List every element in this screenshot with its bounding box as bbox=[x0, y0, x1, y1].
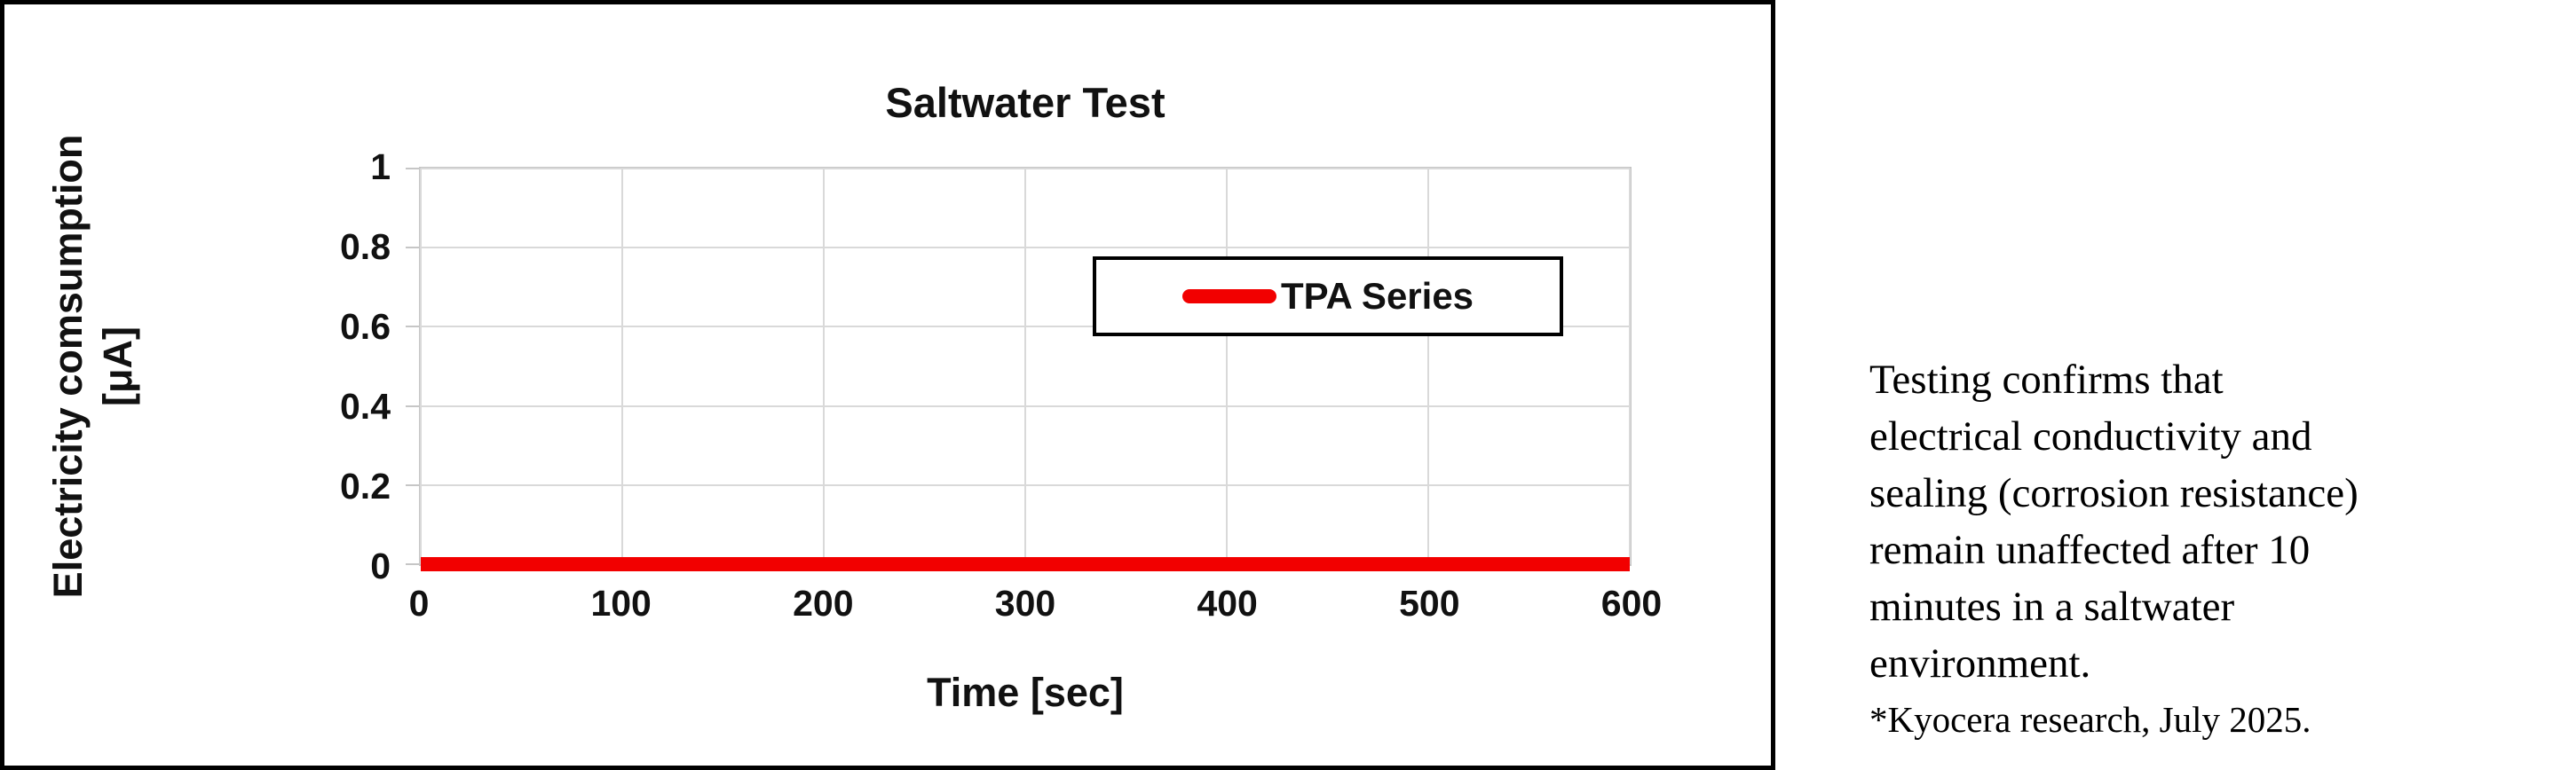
y-tick-label: 0.2 bbox=[340, 466, 391, 507]
y-axis-tick-labels: 0 0.2 0.4 0.6 0.8 1 bbox=[235, 148, 404, 585]
legend-label: TPA Series bbox=[1280, 275, 1474, 317]
gridline-vertical bbox=[1225, 169, 1228, 564]
chart-container: Saltwater Test Electricity comsumption [… bbox=[0, 0, 1775, 770]
note-text-block: Testing confirms that electrical conducti… bbox=[1869, 351, 2576, 743]
x-tick-label: 200 bbox=[793, 583, 854, 624]
note-line: electrical conductivity and bbox=[1869, 413, 2312, 460]
gridline-vertical bbox=[1629, 169, 1631, 564]
y-tick-label: 0.8 bbox=[340, 226, 391, 267]
y-tick-mark bbox=[406, 168, 419, 169]
y-axis-title: Electricity comsumption [μA] bbox=[43, 0, 143, 766]
x-tick-label: 0 bbox=[408, 583, 430, 624]
y-tick-mark bbox=[406, 405, 419, 407]
x-axis-tick-labels: 0 100 200 300 400 500 600 bbox=[409, 583, 1663, 624]
gridline-vertical bbox=[620, 169, 623, 564]
y-axis-title-line1: Electricity comsumption bbox=[45, 134, 91, 599]
gridline-vertical bbox=[1024, 169, 1026, 564]
note-footnote: *Kyocera research, July 2025. bbox=[1869, 699, 2311, 740]
legend: TPA Series bbox=[1093, 256, 1563, 336]
y-tick-mark bbox=[406, 483, 419, 486]
x-tick-label: 300 bbox=[994, 583, 1056, 624]
note-line: remain unaffected after 10 bbox=[1869, 527, 2311, 573]
note-lines: Testing confirms that electrical conducti… bbox=[1869, 351, 2576, 692]
x-tick-label: 400 bbox=[1197, 583, 1258, 624]
y-tick-mark bbox=[406, 563, 419, 565]
chart-title: Saltwater Test bbox=[885, 79, 1166, 126]
y-tick-mark bbox=[406, 247, 419, 249]
y-tick-label: 0.6 bbox=[340, 306, 391, 347]
y-tick-mark bbox=[406, 326, 419, 328]
y-tick-label: 0.4 bbox=[340, 386, 391, 427]
gridline-vertical bbox=[1427, 169, 1429, 564]
note-line: sealing (corrosion resistance) bbox=[1869, 470, 2359, 516]
x-tick-label: 500 bbox=[1399, 583, 1460, 624]
x-axis-title: Time [sec] bbox=[927, 670, 1124, 715]
note-line: environment. bbox=[1869, 640, 2091, 687]
gridline-vertical bbox=[822, 169, 825, 564]
y-tick-label: 1 bbox=[370, 146, 391, 187]
x-tick-label: 100 bbox=[590, 583, 652, 624]
y-axis-title-unit: [μA] bbox=[95, 326, 140, 406]
x-tick-label: 600 bbox=[1600, 583, 1663, 624]
note-line: Testing confirms that bbox=[1869, 357, 2224, 403]
note-line: minutes in a saltwater bbox=[1869, 584, 2235, 630]
series-line bbox=[421, 557, 1630, 571]
y-tick-label: 0 bbox=[370, 546, 391, 586]
legend-line-swatch-icon bbox=[1181, 289, 1276, 303]
plot-area bbox=[406, 167, 1632, 571]
gridline-vertical bbox=[420, 169, 422, 564]
